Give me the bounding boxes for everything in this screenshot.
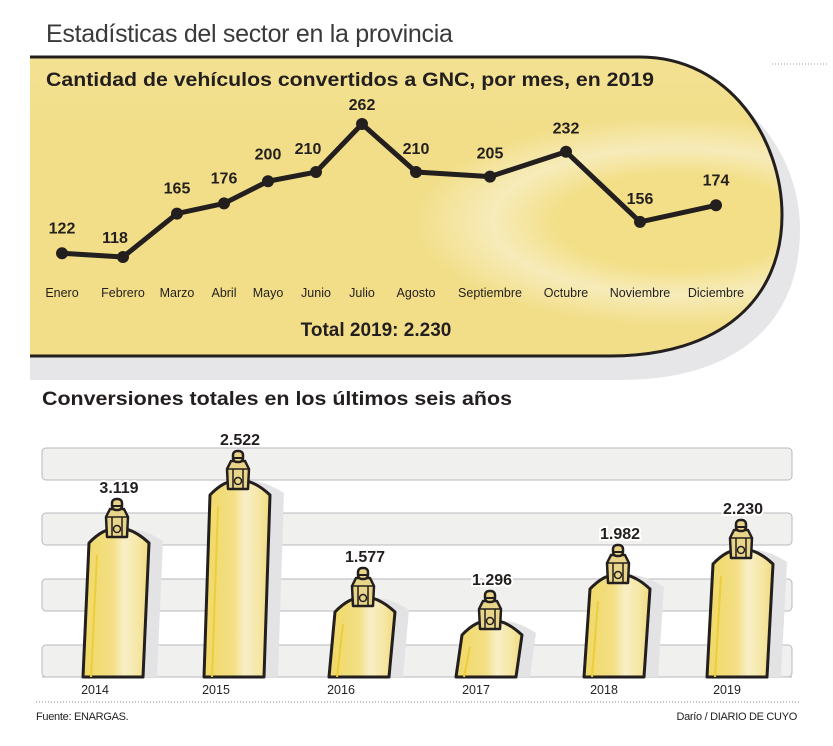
line-chart-title: Cantidad de vehículos convertidos a GNC,… — [46, 70, 654, 91]
grid-band — [41, 578, 793, 612]
data-label: 205 — [477, 146, 504, 163]
page-title: Estadísticas del sector en la provincia — [46, 20, 453, 48]
data-label: 262 — [349, 97, 376, 114]
x-tick-label: Diciembre — [688, 286, 744, 300]
grid-band — [41, 447, 793, 481]
credit-note: Darío / DIARIO DE CUYO — [676, 711, 797, 723]
x-tick-label: 2018 — [590, 683, 618, 697]
total-label: Total 2019: 2.230 — [301, 320, 452, 341]
bar-cylinder — [705, 518, 787, 679]
data-point — [56, 247, 68, 260]
bar-value-label: 1.577 — [345, 549, 385, 566]
x-tick-label: Abril — [211, 286, 236, 300]
grid-band — [41, 644, 793, 678]
data-label: 118 — [102, 230, 128, 247]
x-tick-label: Agosto — [397, 286, 436, 300]
data-label: 210 — [295, 141, 322, 158]
source-note: Fuente: ENARGAS. — [36, 711, 129, 723]
bar-value-label: 1.982 — [600, 526, 640, 543]
series-line — [61, 121, 717, 260]
data-point — [117, 251, 129, 263]
data-point — [262, 175, 274, 188]
data-point — [484, 170, 496, 183]
x-tick-label: 2015 — [202, 683, 230, 697]
data-label: 210 — [403, 141, 430, 158]
bar-value-label: 1.296 — [472, 572, 512, 589]
x-tick-label: Noviembre — [610, 286, 670, 300]
x-tick-label: Junio — [301, 286, 331, 300]
bar-cylinder — [202, 449, 284, 679]
x-tick-label: Enero — [45, 286, 78, 300]
bar-cylinder — [582, 543, 664, 679]
data-label: 232 — [553, 121, 580, 138]
data-label: 176 — [211, 170, 238, 187]
data-point — [560, 145, 572, 158]
data-point — [634, 215, 646, 228]
panel-border — [30, 55, 784, 358]
x-tick-label: Marzo — [160, 286, 195, 300]
bar-value-label: 2.522 — [220, 432, 260, 449]
data-label: 174 — [703, 172, 730, 189]
bar-cylinder — [454, 589, 536, 679]
data-point — [410, 166, 422, 179]
monthly-line-chart: Cantidad de vehículos convertidos a GNC,… — [30, 55, 828, 380]
data-point — [356, 118, 368, 130]
x-tick-label: Octubre — [544, 286, 589, 300]
x-tick-label: Febrero — [101, 286, 145, 300]
data-label: 165 — [164, 181, 191, 198]
x-tick-label: 2016 — [327, 683, 355, 697]
data-label: 156 — [627, 191, 654, 208]
data-point — [218, 197, 230, 210]
grid-band — [41, 512, 793, 546]
data-point — [310, 166, 322, 179]
bar-value-label: 3.119 — [99, 480, 138, 497]
x-tick-label: 2017 — [462, 683, 490, 697]
bar-value-label: 2.230 — [723, 501, 763, 518]
data-point — [710, 199, 722, 212]
data-label: 200 — [255, 146, 282, 163]
data-point — [171, 207, 183, 220]
x-tick-label: 2014 — [81, 683, 109, 697]
data-label: 122 — [49, 220, 76, 237]
bar-cylinder — [327, 566, 409, 679]
x-tick-label: Septiembre — [458, 286, 522, 300]
x-tick-label: Julio — [349, 286, 375, 300]
x-tick-label: Mayo — [253, 286, 284, 300]
bar-cylinder — [81, 497, 163, 679]
x-tick-label: 2019 — [713, 683, 741, 697]
